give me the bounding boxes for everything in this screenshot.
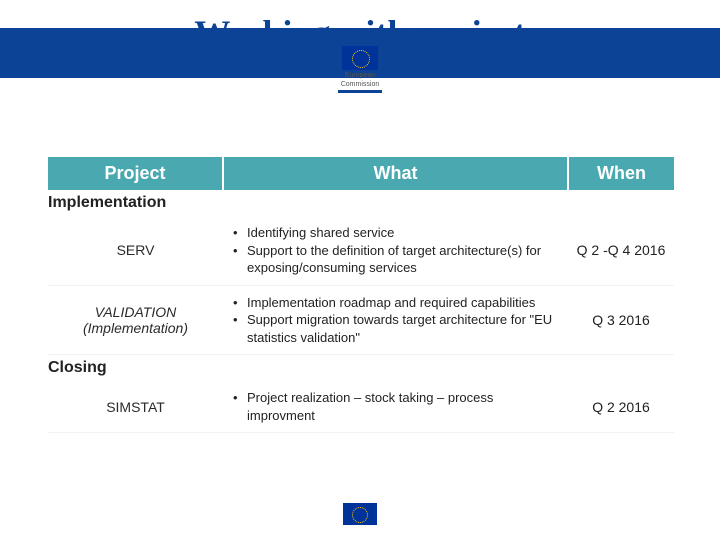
cell-project: SIMSTAT (48, 381, 223, 433)
what-bullet: Project realization – stock taking – pro… (229, 389, 562, 424)
cell-when: Q 2 2016 (568, 381, 674, 433)
table-row: SIMSTATProject realization – stock takin… (48, 381, 674, 433)
section-label: Closing (48, 355, 674, 382)
table-row: VALIDATION (Implementation) Implementatio… (48, 285, 674, 355)
section-row: Implementation (48, 190, 674, 216)
col-header-project: Project (48, 157, 223, 190)
col-header-what: What (223, 157, 568, 190)
what-bullet: Identifying shared service (229, 224, 562, 242)
logo-text-2: Commission (338, 81, 382, 88)
table-header-row: Project What When (48, 157, 674, 190)
what-bullet: Support to the definition of target arch… (229, 242, 562, 277)
logo-text-1: European (338, 72, 382, 79)
logo-underline (338, 90, 382, 93)
eu-flag-icon (342, 46, 378, 70)
cell-what: Project realization – stock taking – pro… (223, 381, 568, 433)
cell-what: Identifying shared serviceSupport to the… (223, 216, 568, 285)
project-table: Project What When ImplementationSERVIden… (48, 157, 674, 433)
what-bullet: Support migration towards target archite… (229, 311, 562, 346)
cell-project: SERV (48, 216, 223, 285)
cell-project: VALIDATION (Implementation) (48, 285, 223, 355)
col-header-when: When (568, 157, 674, 190)
cell-what: Implementation roadmap and required capa… (223, 285, 568, 355)
section-label: Implementation (48, 190, 674, 216)
cell-when: Q 3 2016 (568, 285, 674, 355)
footer-eu-flag-icon (343, 503, 377, 525)
table-row: SERVIdentifying shared serviceSupport to… (48, 216, 674, 285)
section-row: Closing (48, 355, 674, 382)
cell-when: Q 2 -Q 4 2016 (568, 216, 674, 285)
what-bullet: Implementation roadmap and required capa… (229, 294, 562, 312)
ec-logo: European Commission (338, 46, 382, 93)
